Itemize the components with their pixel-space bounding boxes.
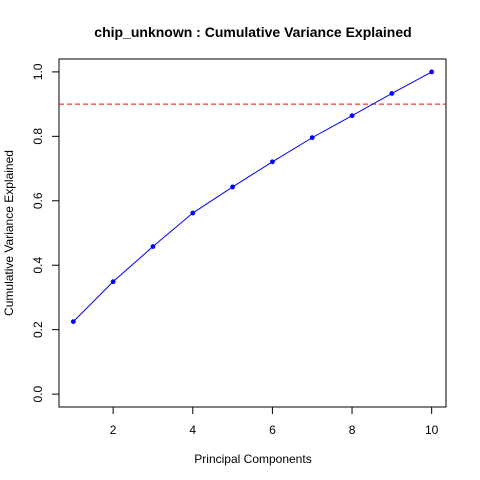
series-line [72,71,432,322]
y-tick-label: 0.6 [31,192,45,209]
x-tick-label: 2 [110,423,117,437]
chart-title: chip_unknown : Cumulative Variance Expla… [94,24,411,40]
data-point [190,210,196,216]
x-tick-label: 6 [269,423,276,437]
y-tick-label: 0.4 [31,257,45,274]
y-axis: 0.0 0.2 0.4 0.6 0.8 1.0 [31,63,59,402]
data-point [349,113,355,119]
plot-frame [58,58,447,408]
y-axis-label: Cumulative Variance Explained [2,150,16,316]
data-points [70,69,435,325]
data-point [110,279,116,285]
data-point [70,319,76,325]
y-tick-label: 0.0 [31,385,45,402]
y-tick-label: 0.2 [31,321,45,338]
x-axis: 2 4 6 8 10 [110,407,439,437]
x-axis-label: Principal Components [194,452,311,466]
data-point [270,159,275,165]
x-tick-label: 4 [189,423,196,437]
y-tick-label: 0.8 [31,128,45,145]
data-point [150,244,156,249]
data-point [429,69,435,75]
x-tick-label: 8 [349,423,356,437]
x-tick-label: 10 [425,423,439,437]
data-point [389,91,395,96]
data-point [230,184,235,190]
data-point [309,135,315,141]
y-tick-label: 1.0 [31,63,45,80]
